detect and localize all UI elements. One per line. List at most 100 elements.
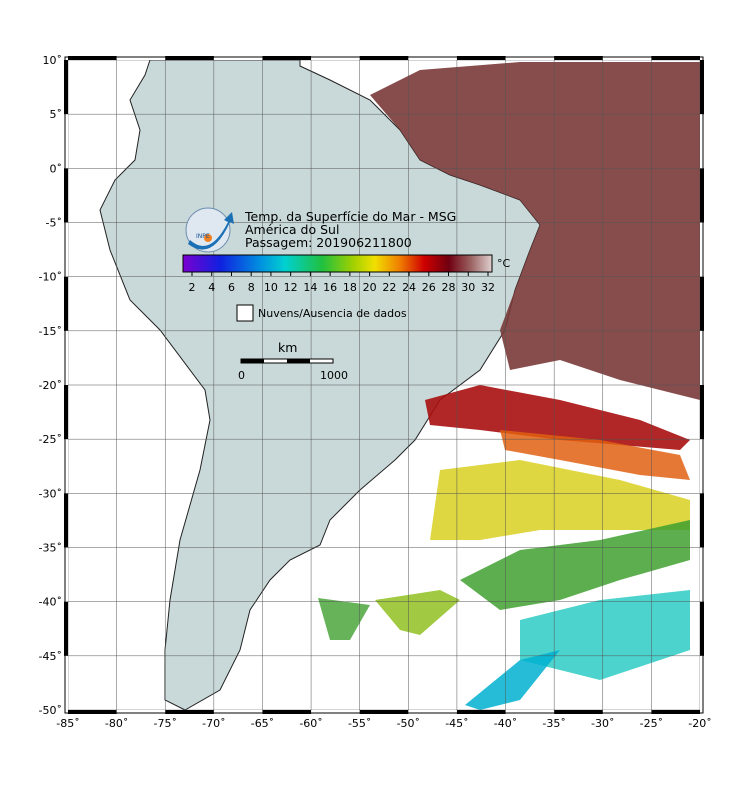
frame-seg	[262, 710, 312, 714]
legend-swatch	[236, 304, 254, 322]
lon-label: -30˚	[591, 717, 614, 730]
lat-label: -20˚	[39, 379, 62, 392]
sst-green2	[318, 598, 370, 640]
frame-seg	[64, 385, 68, 440]
colorbar-tick-label: 4	[208, 281, 215, 294]
lat-label: -45˚	[39, 650, 62, 663]
colorbar-tick-label: 30	[461, 281, 475, 294]
frame-seg	[359, 710, 409, 714]
scale-seg	[241, 359, 264, 363]
frame-seg	[165, 710, 214, 714]
frame-seg	[456, 56, 506, 60]
lat-label: -10˚	[39, 271, 62, 284]
frame-seg	[68, 710, 117, 714]
frame-seg	[700, 168, 704, 223]
lat-label: -35˚	[39, 542, 62, 555]
colorbar-ticks: 2 4 6 8 10 12 14 16 18 20 22 24 26 28 30 32	[189, 272, 495, 294]
lon-label: -50˚	[397, 717, 420, 730]
frame-seg	[700, 601, 704, 656]
lon-label: -85˚	[56, 717, 79, 730]
frame-seg	[165, 56, 214, 60]
lat-label: -25˚	[39, 433, 62, 446]
lon-label: -45˚	[445, 717, 468, 730]
legend-label: Nuvens/Ausencia de dados	[258, 307, 407, 320]
lon-label: -80˚	[105, 717, 128, 730]
sst-green	[460, 520, 690, 610]
colorbar-tick-label: 20	[363, 281, 377, 294]
sst-yellow	[430, 460, 690, 540]
frame-seg	[700, 385, 704, 440]
frame-seg	[651, 710, 700, 714]
sst-red	[425, 385, 690, 450]
lat-label: -40˚	[39, 596, 62, 609]
scale-seg	[287, 359, 310, 363]
pass: Passagem: 201906211800	[245, 235, 412, 250]
lon-label: -40˚	[494, 717, 517, 730]
scale-start: 0	[238, 369, 245, 382]
colorbar-tick-label: 22	[382, 281, 396, 294]
logo-globe	[185, 207, 231, 253]
lon-label: -55˚	[348, 717, 371, 730]
logo-text: INPE	[196, 233, 210, 240]
colorbar	[182, 254, 493, 273]
lat-label: -5˚	[46, 217, 62, 230]
colorbar-tick-label: 26	[422, 281, 436, 294]
colorbar-tick-label: 32	[481, 281, 495, 294]
colorbar-tick-label: 12	[284, 281, 298, 294]
frame-seg	[651, 56, 700, 60]
frame-seg	[64, 601, 68, 656]
frame-seg	[554, 56, 603, 60]
frame-seg	[554, 710, 603, 714]
lat-label: -50˚	[39, 704, 62, 717]
lat-label: 5˚	[50, 108, 63, 121]
lon-label: -35˚	[542, 717, 565, 730]
colorbar-tick-label: 2	[189, 281, 196, 294]
colorbar-tick-label: 14	[303, 281, 317, 294]
logo-arrow	[188, 212, 234, 250]
sst-cyan	[520, 590, 690, 680]
frame-seg	[262, 56, 312, 60]
colorbar-tick-label: 6	[228, 281, 235, 294]
frame-seg	[64, 60, 68, 115]
colorbar-tick-label: 24	[402, 281, 416, 294]
sst-cyan2	[465, 650, 560, 710]
colorbar-tick-label: 28	[442, 281, 456, 294]
lat-label: 10˚	[43, 54, 63, 67]
axis-labels: 10˚ 5˚ 0˚ -5˚ -10˚ -15˚ -20˚ -25˚ -30˚ -35˚ -40˚ -4…	[39, 54, 712, 730]
lon-label: -20˚	[688, 717, 711, 730]
lat-label: -30˚	[39, 487, 62, 500]
lon-label: -65˚	[251, 717, 274, 730]
lon-label: -60˚	[299, 717, 322, 730]
lat-label: -15˚	[39, 325, 62, 338]
frame-seg	[64, 168, 68, 223]
lon-label: -70˚	[202, 717, 225, 730]
scale-unit: km	[278, 340, 297, 355]
lon-label: -75˚	[153, 717, 176, 730]
frame-seg	[700, 60, 704, 115]
frame-seg	[68, 56, 117, 60]
region: América do Sul	[245, 222, 339, 237]
colorbar-tick-label: 8	[248, 281, 255, 294]
frame-seg	[64, 276, 68, 331]
colorbar-unit: °C	[497, 257, 511, 270]
frame-seg	[456, 710, 506, 714]
frame	[64, 56, 704, 714]
sst-yellowgreen	[375, 590, 460, 635]
title: Temp. da Superfície do Mar - MSG	[244, 209, 456, 224]
scale-end: 1000	[320, 369, 348, 382]
frame-seg	[700, 276, 704, 331]
frame-seg	[64, 493, 68, 548]
graticule	[68, 60, 700, 710]
lon-label: -25˚	[640, 717, 663, 730]
logo: INPE	[185, 207, 234, 253]
colorbar-tick-label: 10	[264, 281, 278, 294]
colorbar-tick-label: 18	[343, 281, 357, 294]
sst-orange	[500, 430, 690, 480]
frame-seg	[359, 56, 409, 60]
sst-warm	[370, 62, 700, 400]
logo-dot	[204, 234, 212, 242]
lat-label: 0˚	[50, 162, 63, 175]
frame-seg	[700, 493, 704, 548]
colorbar-tick-label: 16	[323, 281, 337, 294]
